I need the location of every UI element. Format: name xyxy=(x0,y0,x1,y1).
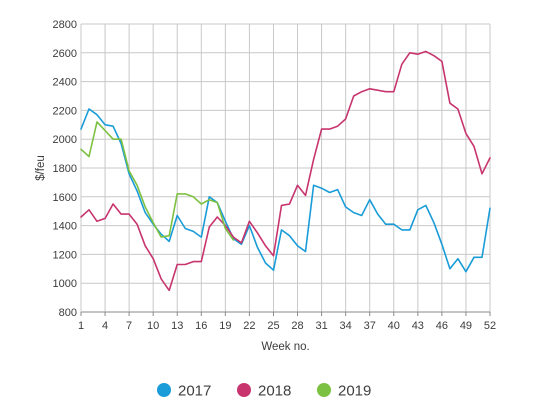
axes xyxy=(80,24,490,313)
x-tick-label: 16 xyxy=(195,320,207,332)
x-tick-label: 52 xyxy=(484,320,496,332)
x-tick-label: 7 xyxy=(126,320,132,332)
x-tick-label: 25 xyxy=(267,320,279,332)
legend-marker-2017 xyxy=(157,383,171,397)
x-tick-label: 34 xyxy=(340,320,352,332)
y-tick-label: 2800 xyxy=(53,19,77,31)
y-tick-label: 2200 xyxy=(53,105,77,117)
y-tick-label: 1200 xyxy=(53,249,77,261)
y-tick-label: 1800 xyxy=(53,163,77,175)
x-tick-label: 46 xyxy=(436,320,448,332)
y-tick-label: 2600 xyxy=(53,48,77,60)
legend-marker-2018 xyxy=(237,383,251,397)
x-tick-label: 10 xyxy=(147,320,159,332)
legend-marker-2019 xyxy=(317,383,331,397)
series-line-2019 xyxy=(80,121,235,241)
y-tick-label: 2000 xyxy=(53,134,77,146)
x-tick-label: 13 xyxy=(171,320,183,332)
legend-label-2019: 2019 xyxy=(338,383,371,400)
x-tick-label: 49 xyxy=(460,320,472,332)
x-tick-label: 19 xyxy=(219,320,231,332)
y-tick-label: 1600 xyxy=(53,192,77,204)
gridlines xyxy=(80,23,491,312)
y-axis-title: $/feu xyxy=(35,155,47,181)
y-tick-label: 2400 xyxy=(53,77,77,89)
x-tick-label: 37 xyxy=(364,320,376,332)
x-tick-label: 43 xyxy=(412,320,424,332)
legend: 2017 2018 2019 xyxy=(157,383,371,400)
y-tick-label: 800 xyxy=(59,307,77,319)
data-series xyxy=(80,50,491,292)
legend-label-2017: 2017 xyxy=(178,383,211,400)
y-tick-label: 1000 xyxy=(53,278,77,290)
series-line-2018 xyxy=(80,50,491,292)
x-tick-label: 40 xyxy=(388,320,400,332)
x-tick-label: 4 xyxy=(102,320,108,332)
x-axis-ticks: 1 4 7 10 13 16 19 22 25 28 31 34 37 40 43 46 49 52 xyxy=(78,312,496,332)
x-tick-label: 22 xyxy=(243,320,255,332)
x-tick-label: 28 xyxy=(291,320,303,332)
x-tick-label: 31 xyxy=(315,320,327,332)
x-tick-label: 1 xyxy=(78,320,84,332)
x-axis-title: Week no. xyxy=(261,341,309,353)
series-line-2017 xyxy=(80,108,491,273)
y-axis-ticks: 800 1000 1200 1400 1600 1800 2000 2200 2400 2600 2… xyxy=(53,19,77,319)
legend-label-2018: 2018 xyxy=(258,383,291,400)
y-tick-label: 1400 xyxy=(53,221,77,233)
